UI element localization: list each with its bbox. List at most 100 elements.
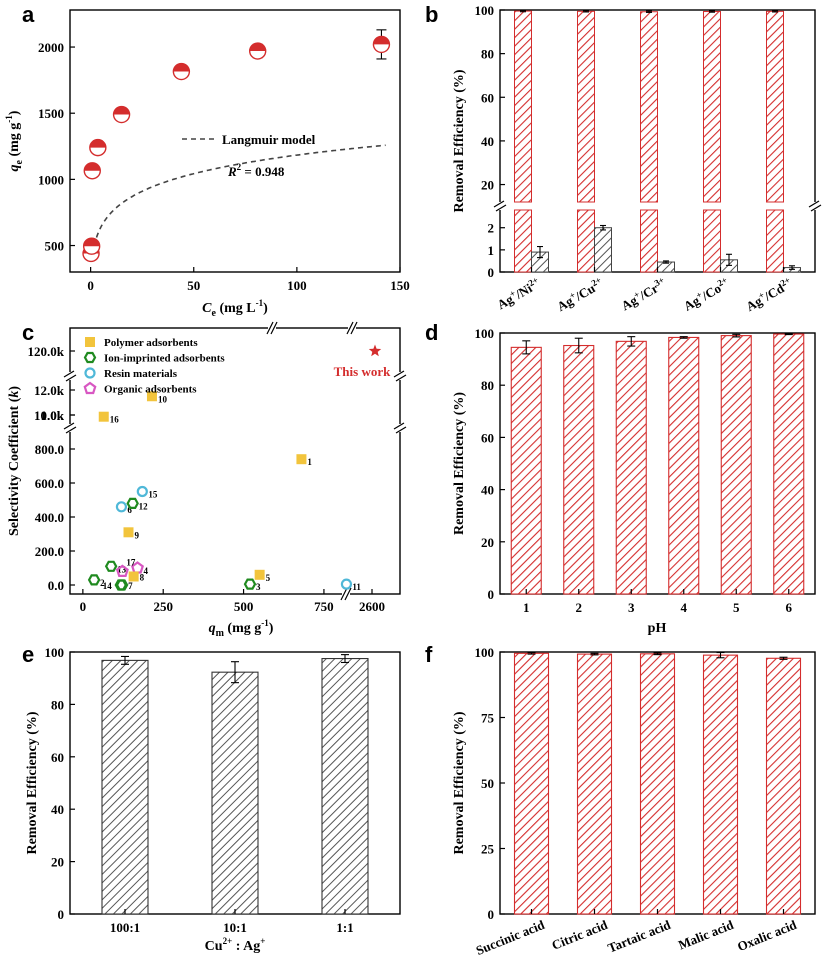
chart-b-axis-break-left — [495, 204, 507, 212]
chart-a-point-fill — [249, 43, 266, 52]
chart-c-legend-square — [85, 337, 95, 347]
chart-c-marker-circle — [115, 501, 128, 513]
chart-c-ytick-label: 1.0k — [41, 408, 65, 423]
chart-d-bar — [615, 340, 647, 595]
chart-a-ytick-label: 500 — [45, 239, 65, 254]
chart-b-bar-ag-lower — [703, 209, 721, 273]
chart-c-xbreak-top-2 — [350, 321, 358, 335]
chart-c-marker-pentagon — [115, 564, 129, 578]
chart-a-point — [248, 42, 267, 60]
chart-e-ytick-label: 100 — [45, 645, 65, 660]
chart-c-point-polymer — [296, 454, 307, 465]
chart-c-ytick-label: 600.0 — [35, 476, 64, 491]
chart-a-ytick-label: 1500 — [38, 106, 64, 121]
chart-f-bar — [765, 657, 802, 915]
chart-c-legend-marker-circle — [84, 367, 96, 379]
chart-c-marker-square — [254, 569, 265, 580]
chart-c-legend-label: Ion-imprinted adsorbents — [104, 353, 225, 365]
chart-c-xbreak-bottom — [344, 587, 352, 601]
chart-c-xbreak-bottom-gap — [342, 588, 350, 600]
chart-f-ytick-label: 75 — [481, 711, 495, 726]
chart-c-point-ion — [243, 578, 257, 590]
chart-c-point-resin — [115, 501, 128, 513]
chart-c-point-polymer — [146, 391, 157, 402]
chart-c-selectivity-coefficient: 0 250 500 750 2600 0.0 200.0 400.0 600.0 800.0 1.0… — [7, 321, 407, 639]
chart-c-point-label: 16 — [110, 415, 120, 425]
chart-c-point-label: 3 — [256, 582, 261, 592]
chart-e-bar — [101, 659, 149, 915]
chart-c-legend-label: Organic adsorbents — [104, 384, 197, 396]
chart-c-ybreak-left-lower — [63, 422, 75, 430]
chart-f-organic-acids: 0 25 50 75 100 Succinic acid Citric acidTartai… — [452, 645, 816, 958]
chart-a-point-fill — [373, 36, 390, 45]
chart-f-bar — [702, 654, 739, 915]
chart-f-y-axis-title: Removal Efficiency (%) — [452, 711, 467, 854]
chart-c-point-label: 6 — [127, 505, 132, 515]
chart-b-selectivity-bars: 20 40 60 80 100 0 1 2 Ag+/Ni2+ Ag+/Cu2+ Ag+/Cr3+ Ag… — [452, 3, 822, 314]
chart-c-xbreak-top-1 — [270, 321, 278, 335]
chart-b-ytick-label: 80 — [481, 47, 494, 62]
chart-d-ytick-label: 60 — [481, 430, 494, 445]
chart-b-bar-ag — [640, 11, 658, 203]
chart-a-point — [89, 138, 107, 157]
chart-b-bar-ag — [703, 11, 721, 203]
chart-c-ybreak-right-upper-gap — [394, 372, 406, 380]
chart-c-point-label: 10 — [158, 394, 168, 404]
chart-e-x-axis-title: Cu2+ : Ag+ — [205, 936, 266, 954]
chart-b-ytick-label: 0 — [488, 265, 495, 280]
chart-e-ytick-label: 40 — [51, 802, 64, 817]
chart-c-point-polymer — [128, 571, 139, 582]
chart-a-point — [82, 237, 101, 255]
chart-c-ybreak-left-lower — [65, 426, 77, 434]
chart-c-xtick-label: 0 — [80, 599, 87, 614]
chart-c-point-ion — [126, 497, 139, 509]
chart-a-x-axis-title: Ce (mg L-1) — [202, 298, 268, 319]
chart-e-ytick-label: 60 — [51, 750, 64, 765]
chart-c-point-label: 15 — [148, 490, 158, 500]
chart-c-legend-marker-pentagon — [83, 381, 97, 395]
chart-d-bar — [563, 344, 595, 595]
chart-c-marker-circle — [136, 485, 148, 498]
chart-b-bar-ag-lower — [640, 209, 658, 273]
chart-c-xtick-label: 250 — [153, 599, 173, 614]
chart-d-xtick-label: 2 — [576, 600, 583, 615]
chart-e-y-axis-title: Removal Efficiency (%) — [25, 711, 40, 854]
chart-d-frame — [499, 332, 816, 595]
chart-b-ytick-label: 2 — [488, 221, 495, 236]
chart-c-point-ion — [114, 579, 128, 591]
chart-b-bar-ag — [514, 10, 532, 203]
chart-d-ph-effect: 0 20 40 60 80 100 1 2 3 4 5 6 Removal Efficiency (%)… — [452, 326, 816, 636]
chart-f-xtick-label: Succinic acid — [474, 917, 548, 958]
chart-c-point-ion — [87, 574, 101, 586]
chart-c-legend-pentagon — [83, 381, 97, 395]
chart-c-ytick-label: 120.0k — [28, 344, 65, 359]
chart-a-point-fill — [84, 162, 101, 171]
chart-f-ytick-label: 50 — [481, 776, 494, 791]
chart-c-marker-square — [146, 391, 157, 402]
chart-c-ybreak-left-upper — [63, 370, 75, 378]
chart-c-xtick-label: 2600 — [359, 599, 385, 614]
chart-c-point-ion — [104, 560, 118, 572]
chart-d-xtick-label: 4 — [681, 600, 688, 615]
chart-c-xbreak-top-1 — [266, 321, 274, 335]
chart-c-point-polymer — [254, 569, 265, 580]
chart-d-xtick-label: 1 — [523, 600, 530, 615]
chart-d-ytick-label: 80 — [481, 378, 494, 393]
chart-b-xtick-label: Ag+/Co2+ — [681, 275, 732, 314]
chart-b-bar-ag-lower — [514, 209, 532, 273]
panel-letter-a: a — [22, 2, 35, 27]
chart-b-axis-break-left — [493, 200, 505, 208]
chart-d-y-axis-title: Removal Efficiency (%) — [452, 392, 467, 535]
chart-c-ytick-label: 12.0k — [34, 383, 65, 398]
chart-c-point-label: 9 — [135, 530, 140, 540]
chart-b-bar-ag — [577, 10, 595, 203]
chart-e-xtick-label: 100:1 — [110, 920, 140, 935]
chart-c-xbreak-top-1-gap — [268, 322, 276, 334]
chart-b-xtick-label: Ag+/Cr3+ — [618, 275, 669, 314]
chart-c-legend-circle — [84, 367, 96, 379]
chart-c-point-label: 4 — [144, 566, 149, 576]
panel-letter-f: f — [425, 642, 433, 667]
chart-c-point-label: 12 — [139, 501, 149, 511]
chart-e-ytick-label: 20 — [51, 855, 64, 870]
chart-f-xtick-label: Oxalic acid — [735, 917, 799, 955]
